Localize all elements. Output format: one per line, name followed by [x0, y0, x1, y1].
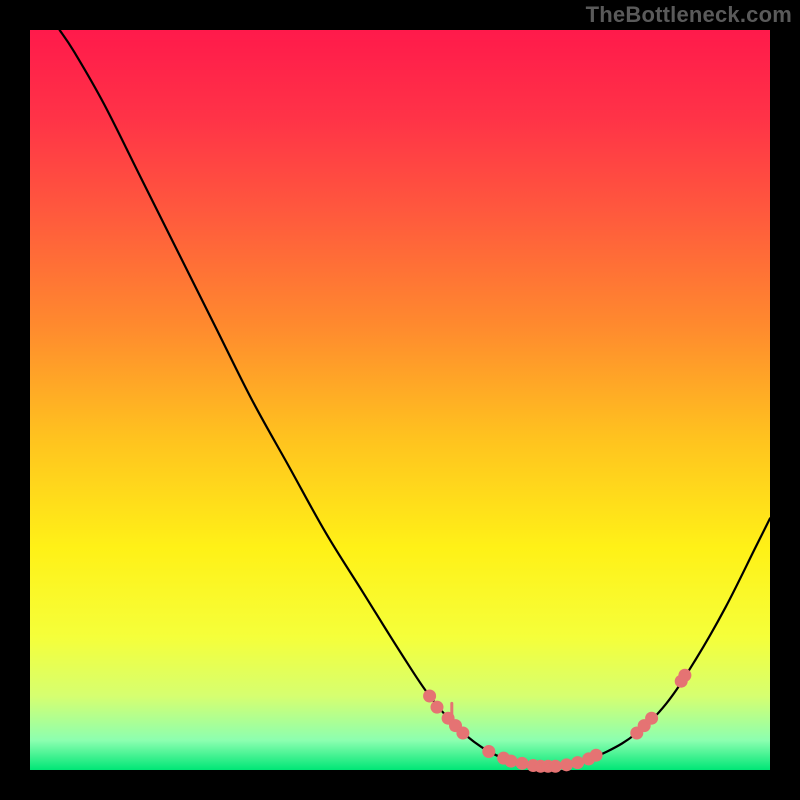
chart-container: TheBottleneck.com [0, 0, 800, 800]
data-point [590, 749, 603, 762]
watermark-text: TheBottleneck.com [586, 2, 792, 28]
data-point [678, 669, 691, 682]
data-point [645, 712, 658, 725]
chart-svg [0, 0, 800, 800]
data-point [505, 755, 518, 768]
data-point [423, 690, 436, 703]
data-point [549, 760, 562, 773]
plot-area [30, 30, 770, 770]
data-point [516, 757, 529, 770]
data-point [560, 758, 573, 771]
data-point [571, 756, 584, 769]
data-point [482, 745, 495, 758]
data-point [456, 727, 469, 740]
data-point [431, 701, 444, 714]
